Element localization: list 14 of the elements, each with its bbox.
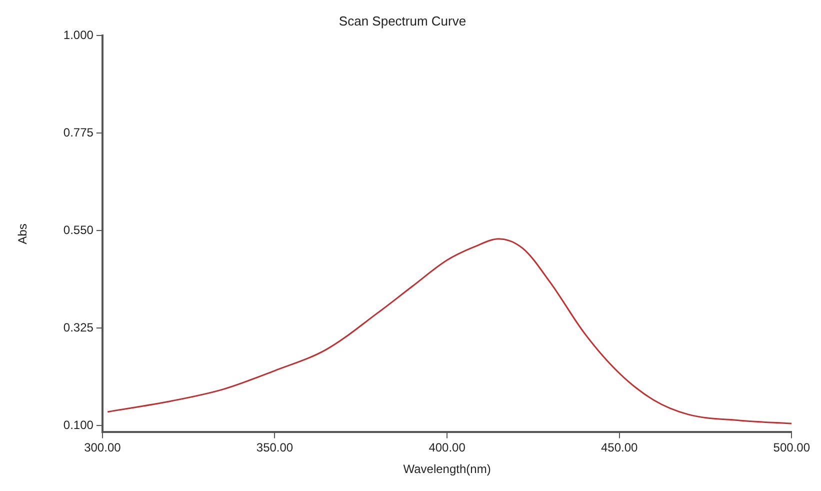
y-tick-label: 0.775 [63, 125, 94, 140]
x-tick-label: 350.00 [256, 440, 294, 455]
chart-title: Scan Spectrum Curve [338, 13, 466, 28]
x-tick-label: 450.00 [600, 440, 638, 455]
x-axis-title: Wavelength(nm) [403, 462, 491, 476]
y-axis-title: Abs [16, 224, 30, 244]
y-tick-label: 1.000 [63, 28, 94, 42]
y-tick-label: 0.550 [63, 222, 94, 237]
x-tick-label: 300.00 [84, 440, 122, 455]
line-series [106, 238, 792, 424]
x-tick-label: 500.00 [773, 440, 810, 455]
y-tick-label: 0.325 [63, 320, 94, 334]
y-tick-label: 0.100 [63, 418, 94, 432]
x-tick-label: 400.00 [428, 440, 466, 455]
